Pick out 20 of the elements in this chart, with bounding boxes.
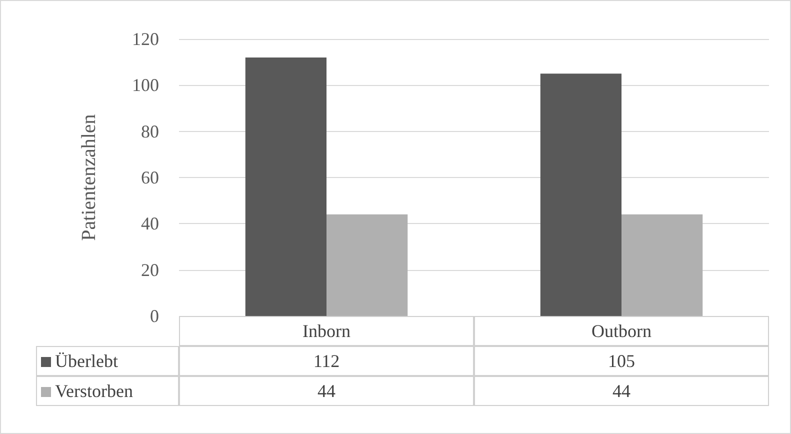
bar [326,214,408,316]
bar [540,74,622,316]
bar [622,214,703,316]
legend-label: Überlebt [54,350,118,372]
x-tick-label: Inborn [179,316,474,346]
legend-label: Verstorben [54,380,133,402]
bar [245,57,326,316]
y-tick-label: 100 [132,75,159,96]
y-axis-title: Patientenzahlen [78,114,100,241]
data-label: 105 [474,346,769,376]
y-tick-label: 40 [141,214,159,234]
y-tick-label: 20 [141,260,159,280]
data-label: 44 [179,376,474,406]
data-label: 44 [474,376,769,406]
data-label: 112 [179,346,474,376]
y-tick-label: 0 [150,306,159,326]
y-tick-label: 120 [132,29,159,49]
y-tick-label: 80 [141,121,159,142]
y-tick-label: 60 [141,168,159,188]
x-tick-label: Outborn [474,316,769,346]
